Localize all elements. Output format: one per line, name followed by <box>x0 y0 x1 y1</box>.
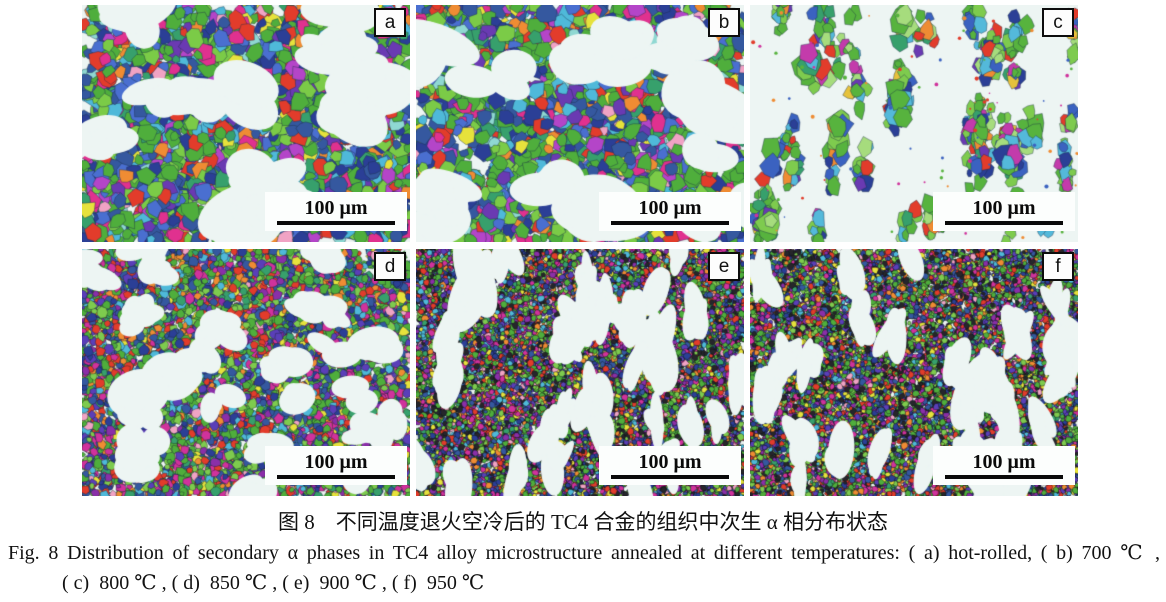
panel-label-f: f <box>1042 252 1074 281</box>
panel-label-a: a <box>374 8 406 37</box>
scale-bar-line <box>945 220 1063 226</box>
scale-bar-label: 100 μm <box>304 196 368 219</box>
scale-bar-line <box>611 220 729 226</box>
micrograph-panel-f: f 100 μm <box>750 249 1078 496</box>
scale-bar-f: 100 μm <box>933 446 1075 485</box>
panel-label-b: b <box>708 8 740 37</box>
micrograph-panel-b: b 100 μm <box>416 5 744 242</box>
scale-bar-label: 100 μm <box>972 196 1036 219</box>
micrograph-panel-d: d 100 μm <box>82 249 410 496</box>
scale-bar-label: 100 μm <box>972 450 1036 473</box>
scale-bar-label: 100 μm <box>638 450 702 473</box>
caption-chinese: 图 8 不同温度退火空冷后的 TC4 合金的组织中次生 α 相分布状态 <box>277 510 889 534</box>
scale-bar-label: 100 μm <box>304 450 368 473</box>
scale-bar-line <box>277 220 395 226</box>
scale-bar-c: 100 μm <box>933 192 1075 231</box>
micrograph-panel-c: c 100 μm <box>750 5 1078 242</box>
scale-bar-label: 100 μm <box>638 196 702 219</box>
scale-bar-line <box>611 474 729 480</box>
micrograph-panel-e: e 100 μm <box>416 249 744 496</box>
panel-label-e: e <box>708 252 740 281</box>
caption-english-line1: Fig. 8 Distribution of secondary α phase… <box>8 542 1160 564</box>
micrograph-panel-a: a 100 μm <box>82 5 410 242</box>
scale-bar-line <box>945 474 1063 480</box>
scale-bar-line <box>277 474 395 480</box>
scale-bar-a: 100 μm <box>265 192 407 231</box>
scale-bar-d: 100 μm <box>265 446 407 485</box>
scale-bar-b: 100 μm <box>599 192 741 231</box>
panel-label-c: c <box>1042 8 1074 37</box>
caption-english-line2: ( c) 800 ℃ , ( d) 850 ℃ , ( e) 900 ℃ , (… <box>62 572 485 594</box>
scale-bar-e: 100 μm <box>599 446 741 485</box>
micrograph-grid: a 100 μm b 100 μm c 100 μm d <box>82 5 1078 496</box>
panel-label-d: d <box>374 252 406 281</box>
